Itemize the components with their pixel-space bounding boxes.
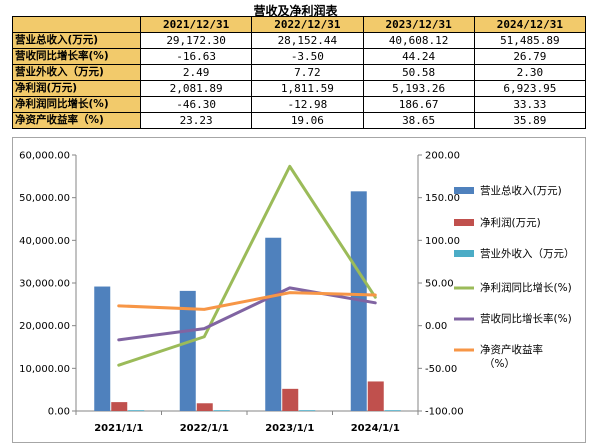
legend-label: 营业外收入（万元） [480,247,575,260]
row-header: 净利润(万元) [12,80,141,97]
legend-label: 净利润同比增长(%) [480,281,572,294]
legend-label: （%） [484,358,515,370]
legend-label: 净利润(万元) [480,216,541,229]
table-row: 净资产收益率（%) 23.23 19.06 38.65 35.89 [12,112,587,129]
x-axis-tick-label: 2024/1/1 [351,423,400,434]
chart-frame [12,137,586,443]
right-axis-tick-label: -50.00 [425,364,457,375]
legend-label: 营业总收入(万元) [480,184,562,197]
x-axis-tick-label: 2021/1/1 [94,423,143,434]
bar-2 [367,381,384,411]
table-cell: 38.65 [362,112,475,129]
right-axis-tick-label: 50.00 [425,279,454,290]
legend-label: 营收同比增长率(%) [480,312,572,325]
left-axis-tick-label: 0.00 [48,407,70,418]
right-axis-tick-label: 150.00 [425,193,460,204]
row-header: 营收同比增长率(%) [12,48,141,65]
bar-2 [111,402,128,411]
right-axis-tick-label: 0.00 [425,321,447,332]
financial-table: 2021/12/31 2022/12/31 2023/12/31 2024/12… [12,16,587,129]
left-axis-tick-label: 10,000.00 [19,364,70,375]
table-cell: 23.23 [139,112,253,129]
bar-3 [128,410,145,411]
bar-1 [179,290,196,411]
bar-3 [384,410,401,411]
table-cell: 51,485.89 [473,32,587,49]
column-header: 2022/12/31 [251,16,364,33]
page-title: 营收及净利润表 [253,4,338,18]
bar-3 [299,410,316,411]
table-header-row: 2021/12/31 2022/12/31 2023/12/31 2024/12… [12,16,587,33]
row-header: 净利润同比增长(%) [12,96,141,113]
bar-3 [213,410,230,411]
left-axis-tick-label: 50,000.00 [19,193,70,204]
line-series-3 [117,291,377,311]
legend-swatch [454,219,474,226]
x-axis-tick-label: 2022/1/1 [180,423,229,434]
row-header: 净资产收益率（%) [12,112,141,129]
bar-1 [265,237,282,411]
table-row: 营收同比增长率(%) -16.63 -3.50 44.24 26.79 [12,48,587,65]
table-cell: 35.89 [473,112,587,129]
line-series-1 [117,164,377,367]
table-cell: 6,923.95 [473,80,587,97]
left-axis-tick-label: 30,000.00 [19,279,70,290]
bar-2 [282,388,299,411]
column-header: 2024/12/31 [473,16,587,33]
left-axis-tick-label: 40,000.00 [19,236,70,247]
right-axis-tick-label: 100.00 [425,236,460,247]
x-axis-tick-label: 2023/1/1 [265,423,314,434]
legend-label: 净资产收益率 [480,343,543,356]
legend-swatch [454,250,474,257]
table-corner-cell [12,16,141,33]
bar-2 [196,403,213,411]
table-cell: 28,152.44 [251,32,364,49]
left-axis-tick-label: 20,000.00 [19,321,70,332]
table-cell: 2,081.89 [139,80,253,97]
bar-1 [94,286,111,411]
column-header: 2021/12/31 [139,16,253,33]
right-axis-tick-label: -100.00 [425,407,464,418]
line-series-2 [117,286,377,342]
legend-swatch [454,187,474,194]
right-axis-tick-label: 200.00 [425,151,460,162]
row-header: 营业总收入(万元) [12,32,141,49]
left-axis-tick-label: 60,000.00 [19,151,70,162]
